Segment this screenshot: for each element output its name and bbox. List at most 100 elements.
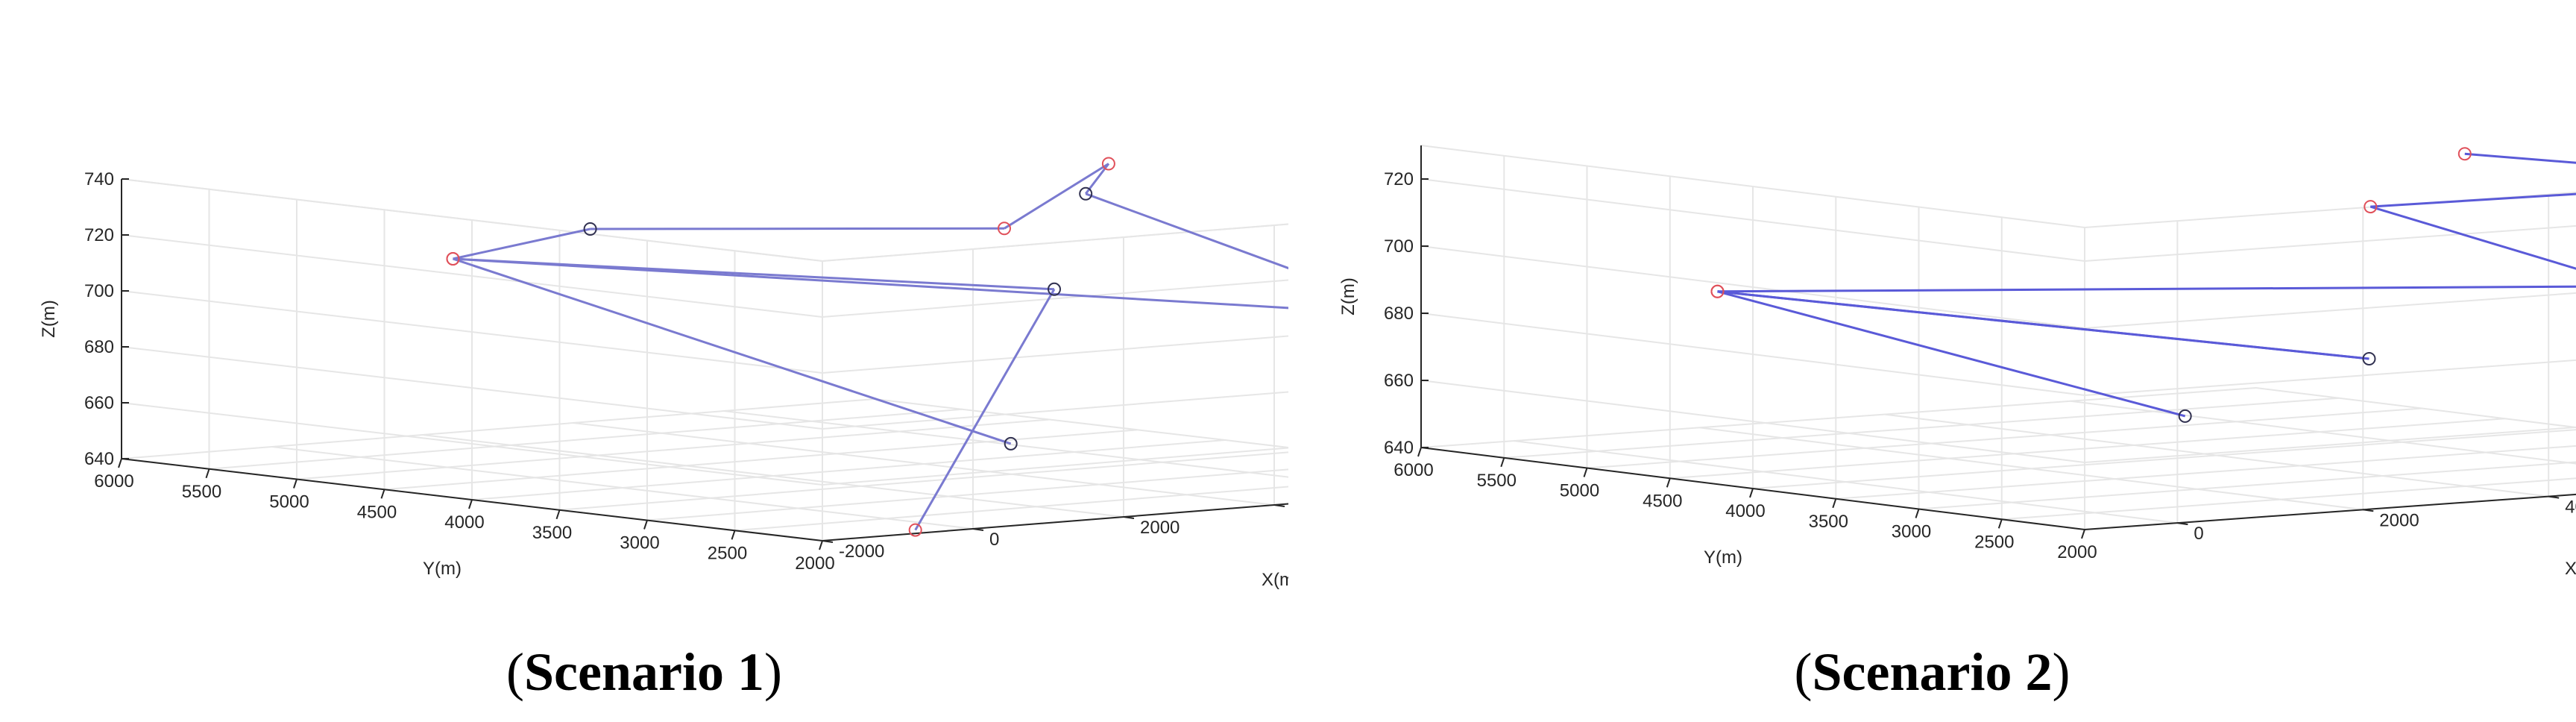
y-tick-label: 4000: [444, 512, 484, 533]
z-tick-label: 700: [84, 281, 114, 301]
floor-grid-line-y: [471, 439, 1226, 500]
y-tick-mark: [1417, 447, 1422, 457]
floor-grid-line-y: [1918, 461, 2576, 510]
floor-grid-line-y: [1836, 445, 2576, 500]
marker-layer: [1710, 147, 2472, 423]
floor-grid-line-y: [734, 486, 1288, 532]
x-tick-label: -2000: [839, 542, 884, 562]
y-tick-label: 5000: [269, 492, 309, 512]
y-tick-label: 5500: [182, 482, 221, 502]
trajectory-segment: [1717, 290, 2369, 360]
z-tick-label: 720: [84, 225, 114, 245]
grid-layer: [1420, 145, 2576, 530]
z-tick-label: 640: [1384, 438, 1414, 458]
back-wall-grid-line-z: [2084, 426, 2576, 463]
x-tick-label: 4000: [2565, 497, 2576, 518]
y-tick-mark: [819, 540, 823, 550]
x-axis-label: X(m): [1262, 570, 1288, 590]
side-wall-grid-line-z: [1420, 380, 2085, 463]
floor-grid-line-y: [121, 398, 875, 459]
y-tick-mark: [1915, 509, 1920, 518]
y-tick-label: 4500: [357, 502, 397, 522]
z-axis-label: Z(m): [1338, 277, 1358, 316]
marker-layer: [446, 157, 1115, 537]
y-tick-label: 5500: [1477, 471, 1517, 491]
side-wall-grid-line-z: [1420, 178, 2085, 262]
y-tick-label: 5000: [1560, 481, 1599, 501]
side-wall-grid-line-z: [121, 402, 823, 486]
y-tick-label: 3000: [1892, 522, 1931, 542]
x-tick-mark: [1273, 504, 1285, 507]
box-edge: [822, 223, 1288, 262]
scenario-2-caption: (Scenario 2): [1794, 642, 2070, 702]
floor-grid-line-x: [2070, 400, 2576, 465]
trajectory-segment: [453, 257, 1288, 310]
trajectory-segment: [2370, 192, 2576, 208]
y-tick-label: 2000: [795, 553, 834, 574]
x-tick-mark: [2363, 509, 2374, 512]
side-wall-grid-line-z: [121, 234, 823, 318]
z-tick-label: 700: [1384, 236, 1414, 257]
z-tick-label: 740: [84, 169, 114, 189]
waypoint-marker: [2178, 409, 2192, 423]
start-point-marker: [2457, 147, 2472, 161]
y-axis-label: Y(m): [423, 559, 462, 579]
back-wall-grid-line-z: [822, 335, 1288, 374]
back-wall-grid-line-z: [2084, 292, 2576, 329]
trajectory-segment: [590, 227, 1005, 230]
label-layer: 640 660 680 700 720 740 2000 2500 3000 3500 4000 45…: [39, 169, 1288, 590]
y-tick-label: 4000: [1725, 501, 1765, 521]
y-tick-mark: [468, 499, 473, 509]
floor-grid-line-y: [1752, 429, 2576, 489]
trajectory-segment: [453, 227, 591, 260]
floor-grid-line-y: [2001, 477, 2576, 521]
trajectory-segment: [1717, 290, 2186, 418]
start-point-marker: [998, 222, 1011, 236]
waypoint-marker: [2362, 352, 2376, 365]
x-tick-mark: [822, 540, 834, 543]
x-tick-label: 0: [2194, 524, 2203, 544]
start-point-marker: [2364, 200, 2378, 214]
x-tick-mark: [2548, 495, 2560, 499]
side-wall-grid-line-z: [1420, 313, 2085, 396]
y-tick-mark: [1583, 468, 1588, 477]
z-tick-label: 720: [1384, 169, 1414, 189]
y-tick-label: 4500: [1643, 491, 1682, 511]
x-tick-label: 2000: [2379, 510, 2419, 530]
floor-grid-line-y: [384, 429, 1138, 491]
waypoint-marker: [1004, 436, 1018, 451]
waypoint-marker: [1079, 186, 1093, 201]
trajectory-segment: [1085, 192, 1288, 270]
side-wall-grid-line-z: [1420, 245, 2085, 329]
x-tick-mark: [972, 528, 984, 531]
y-axis-label: Y(m): [1704, 547, 1742, 568]
axis-layer: [1417, 145, 2576, 539]
scenario-1-caption: (Scenario 1): [506, 642, 782, 702]
x-tick-label: 2000: [1140, 518, 1180, 538]
y-tick-mark: [643, 520, 648, 530]
back-wall-grid-line-z: [2084, 225, 2576, 262]
y-tick-mark: [205, 468, 210, 479]
y-tick-label: 6000: [94, 471, 133, 492]
floor-grid-line-y: [1587, 407, 2422, 469]
x-axis-line: [2084, 493, 2576, 530]
box-edge: [1420, 145, 2085, 228]
z-tick-label: 640: [84, 449, 114, 469]
floor-grid-line-y: [296, 418, 1051, 480]
back-wall-grid-line-z: [822, 391, 1288, 430]
start-point-marker: [1710, 284, 1725, 298]
x-tick-mark: [1123, 516, 1135, 519]
start-point-marker: [1101, 157, 1115, 171]
waypoint-marker: [1048, 282, 1061, 296]
scenario-1-chart: 640 660 680 700 720 740 2000 2500 3000 3500 4000 45…: [39, 157, 1288, 590]
y-tick-mark: [1997, 518, 2003, 529]
trajectory-layer: [453, 163, 1288, 531]
y-tick-label: 2000: [2057, 542, 2097, 562]
back-wall-grid-line-z: [822, 447, 1288, 486]
back-wall-grid-line-z: [822, 279, 1288, 318]
y-tick-mark: [293, 479, 297, 489]
y-tick-mark: [1832, 498, 1837, 509]
y-tick-mark: [1666, 477, 1671, 488]
back-wall-grid-line-z: [822, 223, 1288, 262]
grid-layer: [121, 178, 1288, 542]
